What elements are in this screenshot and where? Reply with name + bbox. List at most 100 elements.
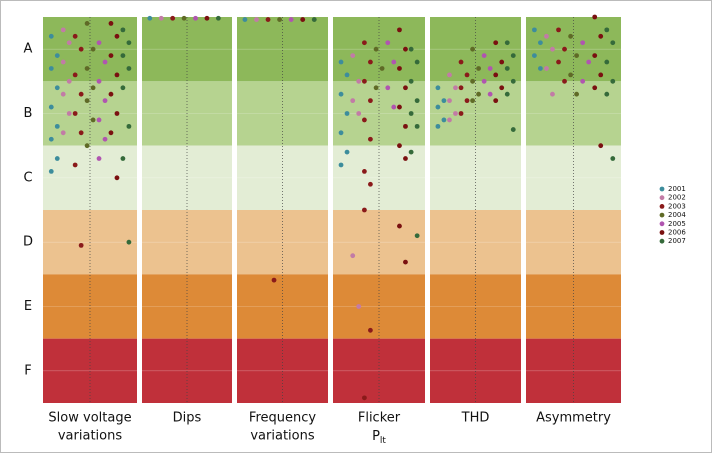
- data-point: [78, 91, 84, 97]
- data-point: [72, 111, 78, 116]
- data-point: [356, 78, 362, 84]
- data-point: [204, 15, 210, 21]
- data-point: [441, 117, 447, 123]
- data-point: [403, 46, 408, 52]
- grade-band: [526, 17, 621, 82]
- data-point: [368, 181, 373, 187]
- legend-label: 2004: [668, 211, 686, 219]
- data-point: [158, 15, 164, 21]
- data-point: [580, 78, 586, 84]
- data-point: [538, 40, 543, 46]
- grade-band: [430, 17, 521, 82]
- category-label: variations: [58, 429, 122, 444]
- grade-band: [526, 145, 621, 210]
- data-point: [193, 15, 198, 21]
- data-point: [90, 85, 96, 91]
- data-point: [60, 27, 66, 33]
- data-point: [403, 156, 408, 161]
- data-point: [610, 156, 616, 161]
- data-point: [574, 91, 579, 97]
- data-point: [397, 66, 402, 71]
- data-point: [350, 253, 356, 259]
- data-point: [277, 17, 282, 22]
- data-point: [397, 27, 402, 33]
- data-point: [60, 91, 66, 97]
- data-point: [414, 59, 420, 65]
- y-tick-label: F: [24, 363, 31, 378]
- legend-label: 2007: [668, 237, 686, 245]
- data-point: [170, 15, 176, 21]
- data-point: [470, 78, 475, 84]
- data-point: [453, 111, 458, 116]
- data-point: [476, 66, 481, 71]
- legend-label: 2002: [668, 194, 686, 202]
- y-tick-label: D: [23, 235, 33, 250]
- data-point: [350, 53, 356, 58]
- data-point: [556, 59, 561, 65]
- grade-band: [142, 145, 232, 210]
- grade-band: [43, 274, 137, 339]
- data-point: [499, 59, 505, 65]
- data-point: [350, 98, 356, 104]
- data-point: [604, 91, 610, 97]
- data-point: [544, 33, 549, 39]
- data-point: [66, 40, 72, 46]
- data-point: [362, 395, 367, 401]
- legend-label: 2001: [668, 185, 686, 193]
- data-point: [373, 46, 379, 52]
- data-point: [403, 123, 408, 129]
- data-point: [504, 40, 510, 46]
- data-point: [102, 136, 108, 142]
- legend-label: 2005: [668, 220, 686, 228]
- data-point: [60, 130, 66, 136]
- data-point: [397, 143, 402, 149]
- data-point: [391, 104, 397, 110]
- data-point: [598, 33, 604, 39]
- data-point: [102, 98, 108, 104]
- data-point: [102, 59, 108, 65]
- data-point: [510, 78, 516, 84]
- data-point: [60, 59, 66, 65]
- data-point: [458, 111, 464, 116]
- data-point: [544, 66, 549, 71]
- category-label: Plt: [372, 429, 386, 446]
- data-point: [271, 277, 277, 283]
- data-point: [72, 33, 78, 39]
- data-point: [510, 53, 516, 58]
- y-tick-label: C: [23, 170, 32, 185]
- data-point: [78, 130, 84, 136]
- category-label: THD: [461, 411, 490, 426]
- data-point: [397, 223, 402, 229]
- data-point: [362, 117, 367, 123]
- data-point: [147, 15, 153, 21]
- data-point: [481, 53, 487, 58]
- data-point: [610, 78, 616, 84]
- data-point: [458, 85, 464, 91]
- data-point: [368, 98, 373, 104]
- data-point: [414, 233, 420, 239]
- data-point: [368, 59, 373, 65]
- data-point: [550, 46, 555, 52]
- data-point: [48, 66, 54, 71]
- data-point: [604, 27, 610, 33]
- data-point: [487, 91, 493, 97]
- data-point: [108, 53, 114, 58]
- data-point: [108, 130, 114, 136]
- data-point: [397, 104, 402, 110]
- data-point: [96, 117, 102, 123]
- y-tick-label: E: [24, 299, 32, 314]
- grade-band: [237, 274, 328, 339]
- legend-marker: [659, 186, 665, 192]
- data-point: [562, 78, 567, 84]
- data-point: [362, 169, 367, 174]
- legend-marker: [659, 212, 665, 218]
- data-point: [72, 162, 78, 168]
- data-point: [610, 40, 616, 46]
- data-point: [598, 72, 604, 78]
- data-point: [90, 117, 96, 123]
- grade-band: [142, 274, 232, 339]
- data-point: [493, 72, 499, 78]
- data-point: [300, 17, 306, 22]
- data-point: [48, 33, 54, 39]
- data-point: [120, 156, 126, 161]
